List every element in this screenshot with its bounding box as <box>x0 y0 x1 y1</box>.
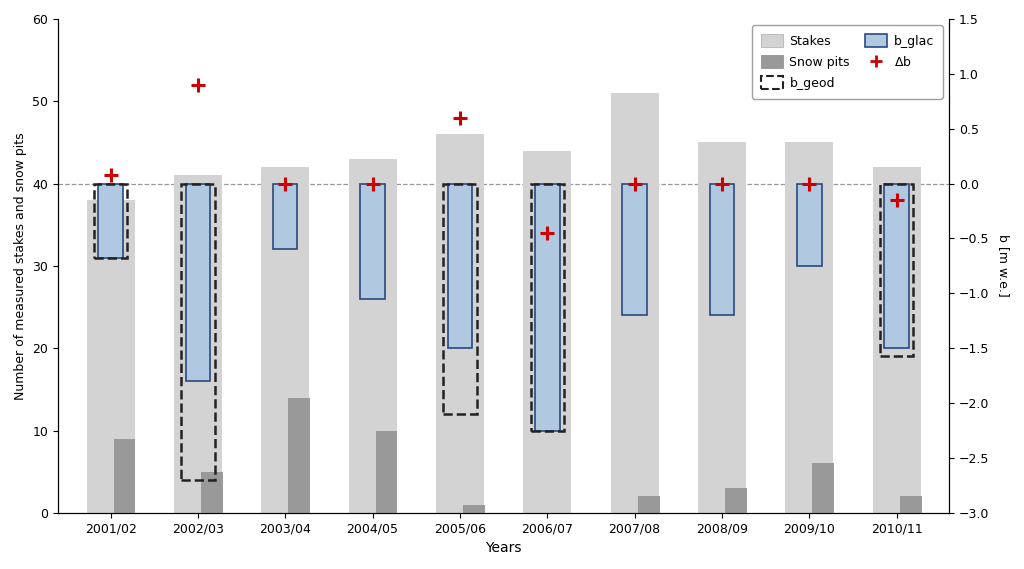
Bar <box>698 142 746 513</box>
Y-axis label: Number of measured stakes and snow pits: Number of measured stakes and snow pits <box>14 132 27 399</box>
Bar <box>114 439 135 513</box>
Bar <box>536 184 559 431</box>
Bar <box>885 184 909 348</box>
Bar <box>174 175 222 513</box>
Bar <box>94 184 127 258</box>
Bar <box>185 184 210 381</box>
Bar <box>710 184 734 315</box>
Bar <box>812 463 835 513</box>
Bar <box>610 93 658 513</box>
Bar <box>880 184 913 356</box>
Bar <box>785 142 834 513</box>
Legend: Stakes, Snow pits, b_geod, b_glac, $\Delta$b: Stakes, Snow pits, b_geod, b_glac, $\Del… <box>752 25 943 98</box>
Y-axis label: b [m w.e.]: b [m w.e.] <box>997 234 1010 297</box>
Bar <box>872 167 921 513</box>
Bar <box>273 184 298 249</box>
X-axis label: Years: Years <box>485 541 522 555</box>
Bar <box>725 488 746 513</box>
Bar <box>436 134 484 513</box>
Bar <box>87 200 134 513</box>
Bar <box>530 184 564 431</box>
Bar <box>623 184 647 315</box>
Bar <box>289 398 310 513</box>
Bar <box>900 496 922 513</box>
Bar <box>447 184 472 348</box>
Bar <box>360 184 385 299</box>
Bar <box>98 184 123 258</box>
Bar <box>797 184 821 266</box>
Bar <box>261 167 309 513</box>
Bar <box>443 184 476 414</box>
Bar <box>638 496 659 513</box>
Bar <box>181 184 214 480</box>
Bar <box>463 505 484 513</box>
Bar <box>348 159 396 513</box>
Bar <box>201 472 223 513</box>
Bar <box>376 431 397 513</box>
Bar <box>523 151 571 513</box>
